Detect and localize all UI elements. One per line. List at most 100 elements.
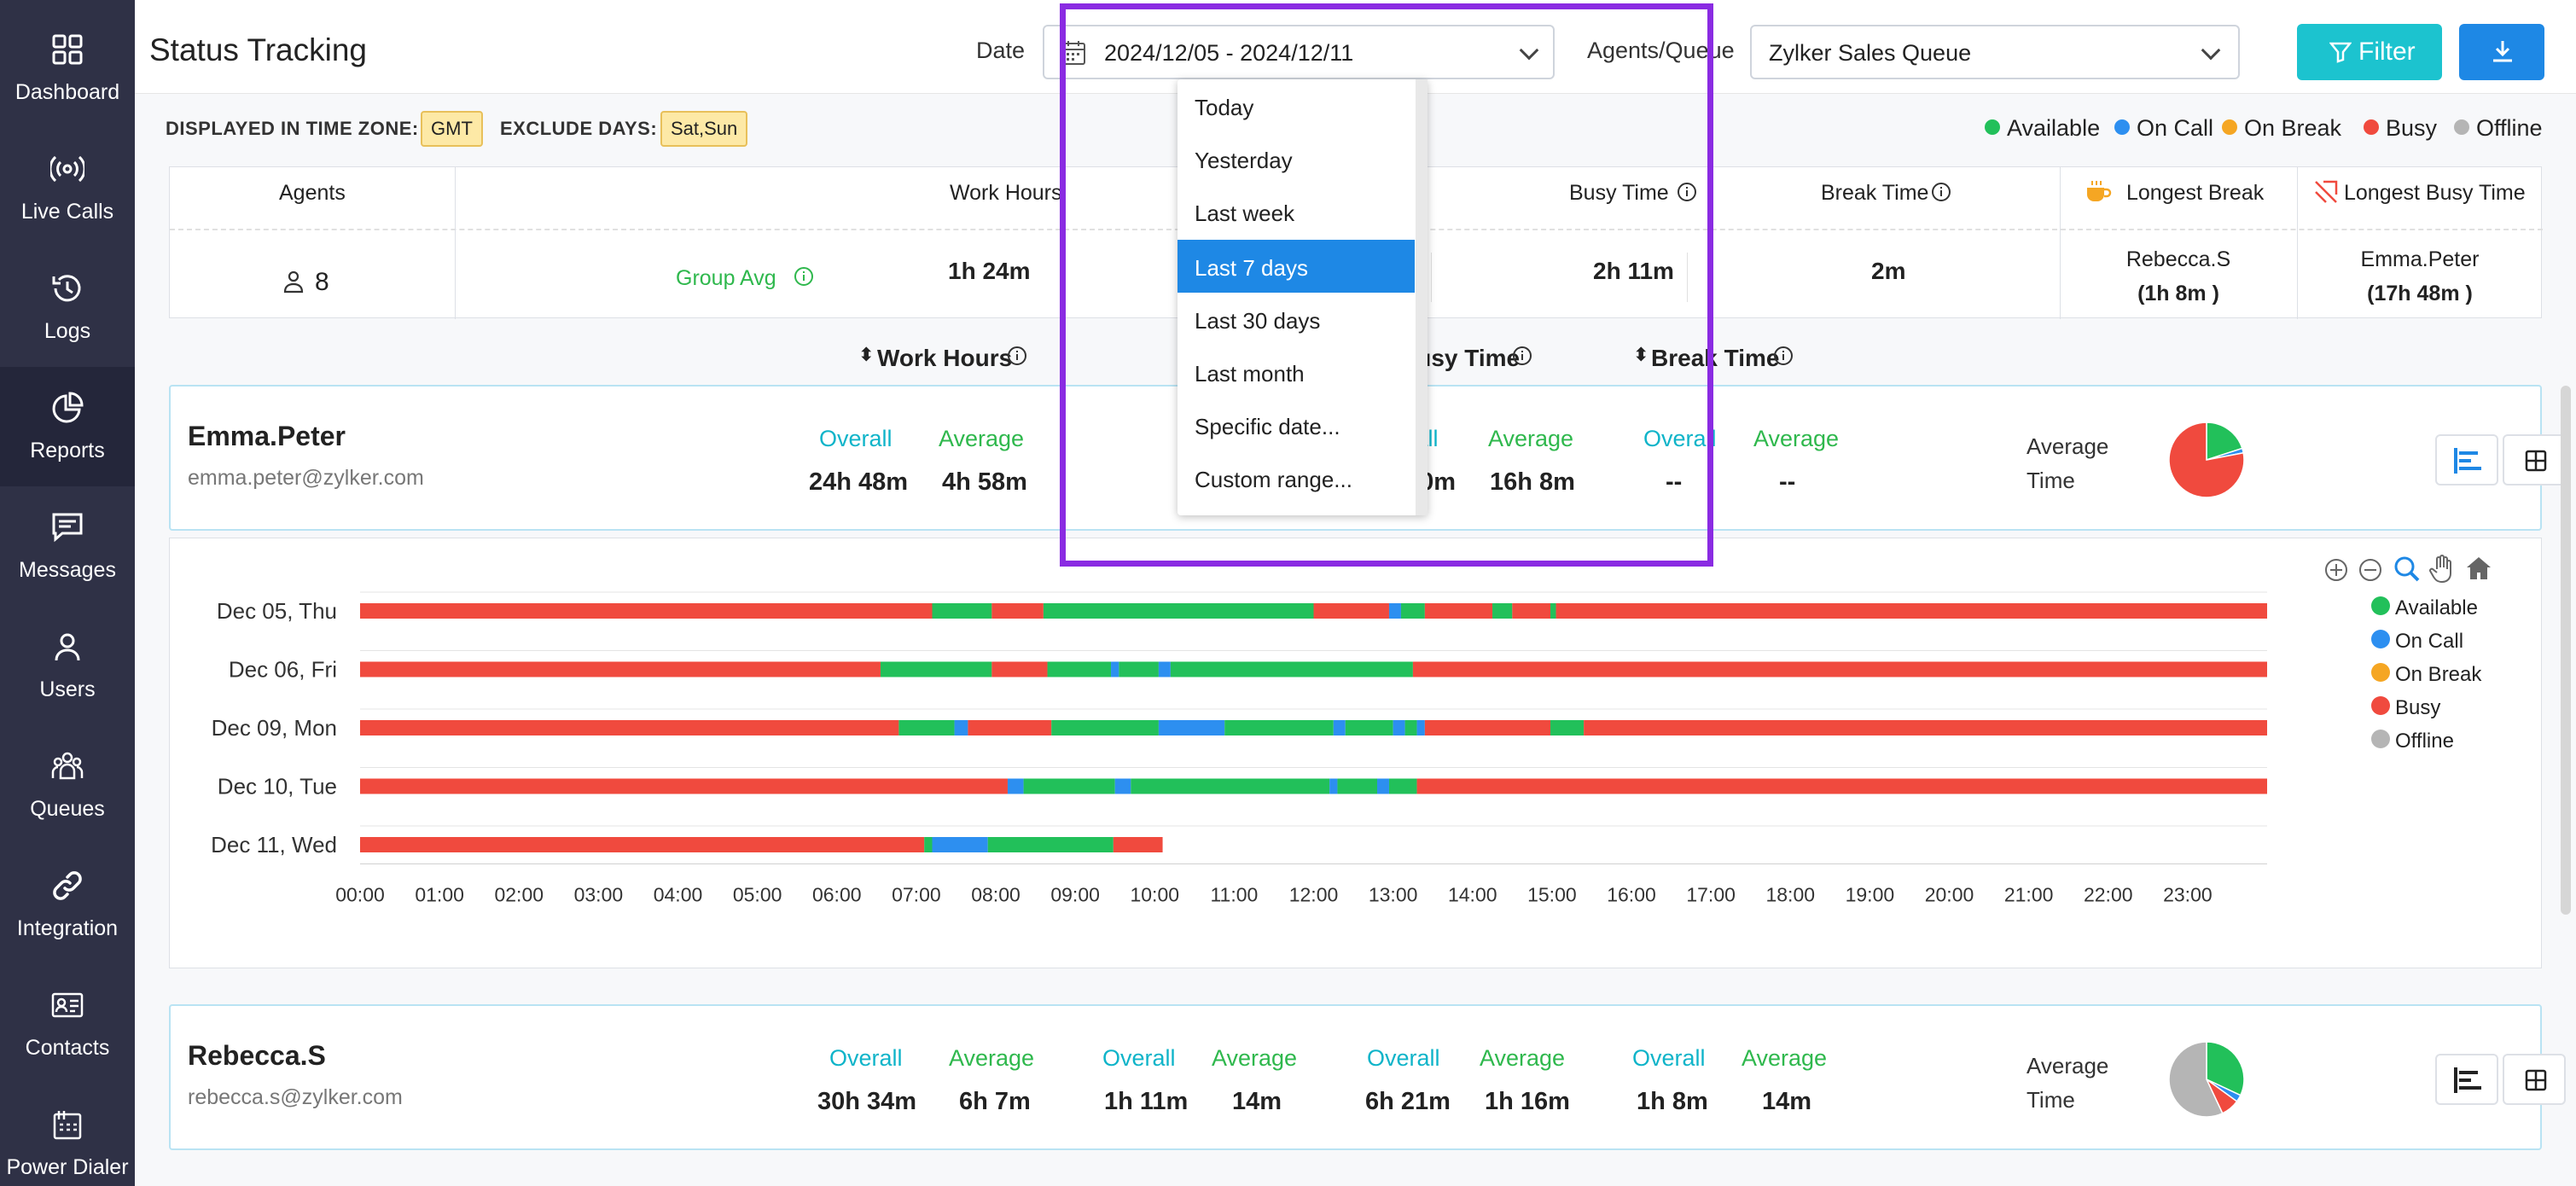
status-segment-available[interactable] (1170, 661, 1413, 677)
group-avg-label: Group Avg (676, 266, 776, 290)
status-segment-available[interactable] (1345, 720, 1393, 735)
status-segment-available[interactable] (1550, 720, 1585, 735)
status-segment-on-call[interactable] (1393, 720, 1405, 735)
agent-card-rebecca-s[interactable]: Rebecca.S rebecca.s@zylker.com Overall 3… (169, 1004, 2566, 1150)
status-segment-busy[interactable] (968, 720, 1052, 735)
sidebar-item-contacts[interactable]: Contacts (0, 964, 135, 1084)
pan-hand-icon[interactable] (2429, 554, 2457, 583)
status-segment-on-call[interactable] (1377, 778, 1389, 794)
status-segment-available[interactable] (1400, 603, 1425, 619)
status-segment-on-call[interactable] (954, 720, 968, 735)
status-segment-on-call[interactable] (1007, 778, 1024, 794)
sidebar-item-live-calls[interactable]: Live Calls (0, 128, 135, 247)
status-segment-available[interactable] (987, 837, 1114, 852)
status-segment-available[interactable] (880, 661, 992, 677)
filter-button[interactable]: Filter (2297, 24, 2442, 80)
date-option-last-week[interactable]: Last week (1195, 201, 1295, 226)
status-segment-available[interactable] (1550, 603, 1556, 619)
status-segment-available[interactable] (1043, 603, 1314, 619)
status-segment-on-call[interactable] (1114, 778, 1131, 794)
status-segment-available[interactable] (1023, 778, 1115, 794)
date-option-specific-date[interactable]: Specific date... (1195, 414, 1340, 439)
info-icon[interactable] (1677, 182, 1697, 202)
status-segment-available[interactable] (932, 603, 992, 619)
status-segment-busy[interactable] (1424, 720, 1551, 735)
status-segment-busy[interactable] (360, 603, 933, 619)
status-segment-busy[interactable] (1412, 661, 2267, 677)
info-icon[interactable] (1007, 346, 1027, 366)
work-average-label: Average (949, 1045, 1035, 1071)
info-icon[interactable] (1773, 346, 1794, 366)
zoom-select-icon[interactable] (2393, 555, 2421, 583)
date-option-last-30-days[interactable]: Last 30 days (1195, 308, 1321, 334)
pie-slice-available[interactable] (2206, 1041, 2245, 1096)
status-segment-on-call[interactable] (1416, 720, 1425, 735)
status-segment-busy[interactable] (360, 778, 1008, 794)
zoom-in-icon[interactable] (2323, 557, 2349, 583)
status-segment-busy[interactable] (1555, 603, 2267, 619)
average-time-label: Average Time (2026, 1053, 2109, 1113)
date-option-last-month[interactable]: Last month (1195, 361, 1305, 387)
sidebar-item-power-dialer[interactable]: Power Dialer (0, 1084, 135, 1186)
status-segment-on-call[interactable] (1333, 720, 1346, 735)
sidebar-item-users[interactable]: Users (0, 606, 135, 725)
pie-slice-offline[interactable] (2168, 1041, 2224, 1118)
date-range-select[interactable]: 2024/12/05 - 2024/12/11 (1043, 25, 1555, 79)
date-option-custom-range[interactable]: Custom range... (1195, 467, 1352, 492)
status-segment-available[interactable] (1337, 778, 1377, 794)
bar-view-button[interactable] (2435, 1054, 2498, 1105)
dropdown-scrollbar[interactable] (1416, 79, 1428, 515)
busy-trend-icon (2315, 180, 2338, 203)
status-segment-busy[interactable] (1512, 603, 1551, 619)
status-segment-busy[interactable] (991, 603, 1044, 619)
status-segment-on-call[interactable] (932, 837, 988, 852)
status-segment-on-call[interactable] (1158, 661, 1171, 677)
download-button[interactable] (2459, 24, 2544, 80)
reset-home-icon[interactable] (2465, 555, 2492, 581)
status-segment-available[interactable] (898, 720, 955, 735)
status-segment-on-call[interactable] (1388, 603, 1401, 619)
sidebar-item-queues[interactable]: Queues (0, 725, 135, 845)
status-segment-available[interactable] (1119, 661, 1159, 677)
date-option-last-7-days[interactable]: Last 7 days (1178, 240, 1415, 293)
agents-queue-select[interactable]: Zylker Sales Queue (1750, 25, 2240, 79)
status-segment-on-call[interactable] (1111, 661, 1119, 677)
status-segment-busy[interactable] (360, 720, 899, 735)
status-segment-busy[interactable] (991, 661, 1048, 677)
status-segment-busy[interactable] (1113, 837, 1163, 852)
break-overall-label: Overall (1643, 426, 1717, 451)
sidebar-item-messages[interactable]: Messages (0, 486, 135, 606)
status-segment-available[interactable] (1131, 778, 1330, 794)
grid-view-button[interactable] (2503, 1054, 2566, 1105)
status-segment-busy[interactable] (360, 837, 925, 852)
status-segment-busy[interactable] (360, 661, 881, 677)
status-segment-available[interactable] (1404, 720, 1417, 735)
info-icon[interactable] (794, 266, 814, 287)
status-segment-available[interactable] (1492, 603, 1513, 619)
page-scrollbar[interactable] (2561, 386, 2571, 915)
status-segment-available[interactable] (1051, 720, 1159, 735)
pie-slice-available[interactable] (2206, 421, 2243, 462)
status-segment-busy[interactable] (1424, 603, 1493, 619)
info-icon[interactable] (1931, 182, 1951, 202)
sidebar-item-dashboard[interactable]: Dashboard (0, 9, 135, 128)
date-option-yesterday[interactable]: Yesterday (1195, 148, 1293, 173)
info-icon[interactable] (1512, 346, 1532, 366)
status-segment-available[interactable] (1224, 720, 1334, 735)
status-segment-on-call[interactable] (1158, 720, 1225, 735)
grid-view-button[interactable] (2503, 434, 2566, 485)
status-segment-available[interactable] (924, 837, 933, 852)
status-segment-available[interactable] (1388, 778, 1417, 794)
sidebar-item-logs[interactable]: Logs (0, 247, 135, 367)
pie-slice-busy[interactable] (2168, 421, 2245, 498)
status-segment-available[interactable] (1047, 661, 1112, 677)
zoom-out-icon[interactable] (2358, 557, 2383, 583)
bar-view-button[interactable] (2435, 434, 2498, 485)
status-segment-on-call[interactable] (1329, 778, 1338, 794)
sidebar-item-integration[interactable]: Integration (0, 845, 135, 964)
status-segment-busy[interactable] (1313, 603, 1389, 619)
date-option-today[interactable]: Today (1195, 95, 1254, 120)
sidebar-item-reports[interactable]: Reports (0, 367, 135, 486)
status-segment-busy[interactable] (1584, 720, 2267, 735)
status-segment-busy[interactable] (1416, 778, 2267, 794)
